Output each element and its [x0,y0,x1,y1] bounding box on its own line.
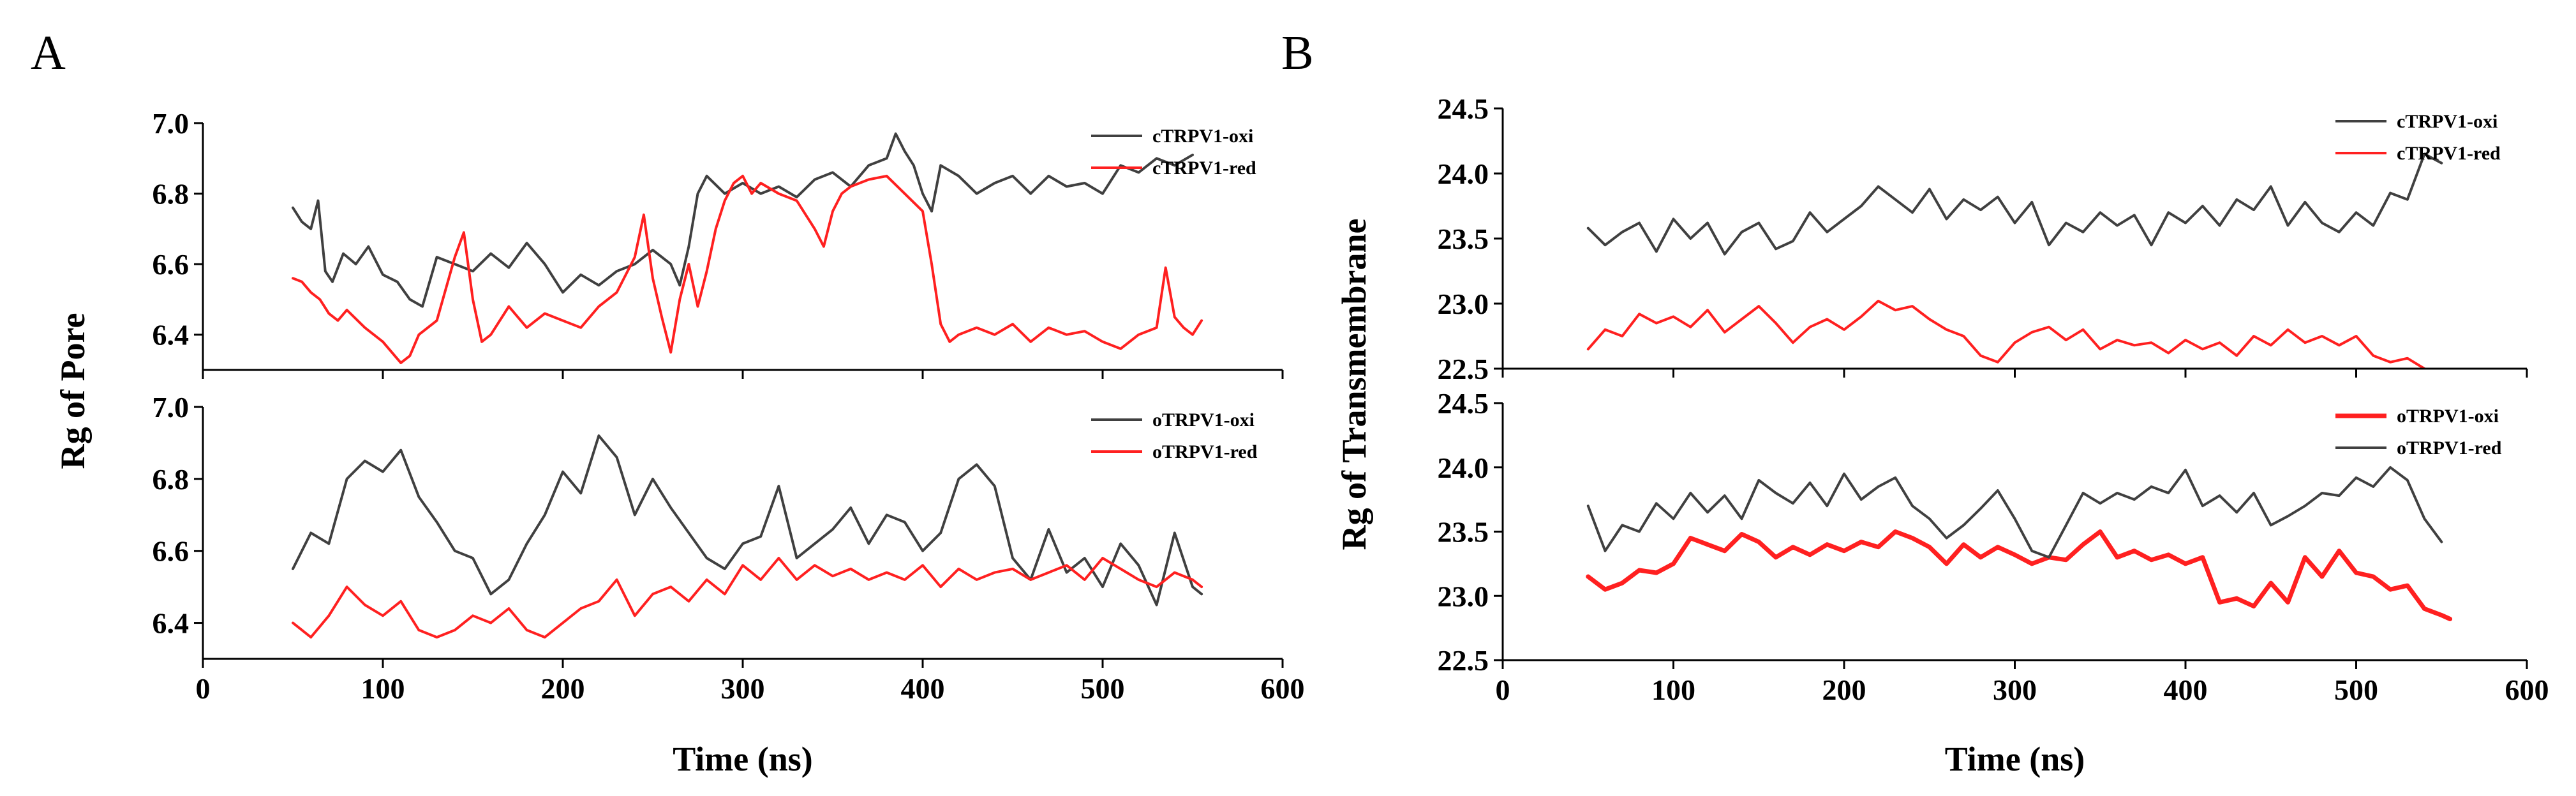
x-tick-label: 500 [1081,672,1125,705]
y-tick-label: 23.0 [1438,288,1489,320]
panel-b: 22.5 23.0 23.5 24.0 24.5 cTRPV1-oxi cTRPV1-red… [1335,92,2549,778]
x-tick-label: 0 [1496,674,1510,706]
y-tick-label: 6.6 [153,535,190,568]
series-line-ctrpv1-red [292,174,1203,364]
y-tick-label: 22.5 [1438,644,1489,677]
y-tick-label: 7.0 [153,391,190,424]
y-tick-label: 24.0 [1438,452,1489,484]
series-line-otrpv1-red [292,557,1203,639]
legend-label: oTRPV1-oxi [2397,406,2499,427]
x-tick-label: 600 [2505,674,2549,706]
panel-a: 6.46.66.87.0 cTRPV1-oxicTRPV1-red6.46.66.… [54,107,1305,778]
legend-label: cTRPV1-oxi [2397,111,2498,132]
y-tick-label: 23.0 [1438,580,1489,612]
y-axis-title: Rg of Pore [54,313,92,469]
series-line-ctrpv1-oxi [1586,152,2443,256]
x-axis-title: Time (ns) [1945,740,2085,778]
legend-label: cTRPV1-oxi [1152,126,1253,147]
x-tick-label: 300 [1993,674,2037,706]
y-tick-label: 6.8 [153,178,190,210]
x-axis-title: Time (ns) [673,740,813,778]
panel-letter-b: B [1281,26,1314,80]
x-tick-label: 500 [2334,674,2378,706]
x-tick-label: 400 [901,672,945,705]
y-tick-label: 22.5 [1438,353,1489,385]
x-tick-label: 300 [721,672,765,705]
y-tick-label: 6.4 [153,319,190,351]
y-tick-label: 7.0 [153,107,190,140]
y-tick-label: 24.5 [1438,387,1489,420]
y-tick-label: 23.5 [1438,223,1489,255]
x-tick-label: 200 [1822,674,1866,706]
series-line-otrpv1-red [1586,466,2443,559]
subplot-b-top: 22.5 23.0 23.5 24.0 24.5 cTRPV1-oxi cTRPV1-red [1438,92,2528,385]
y-tick-label: 23.5 [1438,516,1489,549]
plots-group: 6.46.66.87.0 cTRPV1-oxicTRPV1-red6.46.66.… [54,92,2549,778]
x-tick-label: 200 [541,672,585,705]
legend-label: oTRPV1-red [2397,438,2502,459]
y-tick-label: 6.4 [153,607,190,640]
y-tick-label: 6.8 [153,463,190,496]
legend-label: oTRPV1-red [1152,441,1258,462]
series-line-ctrpv1-red [1586,299,2429,369]
series-line-otrpv1-oxi [292,434,1203,607]
legend-label: oTRPV1-oxi [1152,409,1254,431]
panel-letter-a: A [31,26,66,80]
series-line-ctrpv1-oxi [292,132,1194,308]
subplot-b-bottom: 22.5 23.0 23.5 24.0 24.5 oTRPV1-oxi oTRPV1-red [1438,387,2528,677]
subplot-a-bottom: 6.4 6.6 6.8 7.0 oTRPV1-oxi oTRPV1-red [153,391,1284,668]
y-tick-label: 24.0 [1438,158,1489,190]
x-tick-label: 0 [196,672,211,705]
series-line-otrpv1-oxi [1586,529,2453,621]
legend-label: cTRPV1-red [2397,143,2501,164]
x-tick-label: 100 [1651,674,1695,706]
x-tick-label: 400 [2164,674,2208,706]
x-tick-label: 100 [361,672,405,705]
x-tick-label: 600 [1261,672,1305,705]
y-tick-label: 6.6 [153,248,190,281]
subplot-a-top: 6.4 6.6 6.8 7.0 cTRPV1-oxi cTRPV1-red [153,107,1284,379]
y-tick-label: 24.5 [1438,92,1489,125]
y-axis-title: Rg of Transmembrane [1335,219,1373,550]
legend-label: cTRPV1-red [1152,158,1256,179]
